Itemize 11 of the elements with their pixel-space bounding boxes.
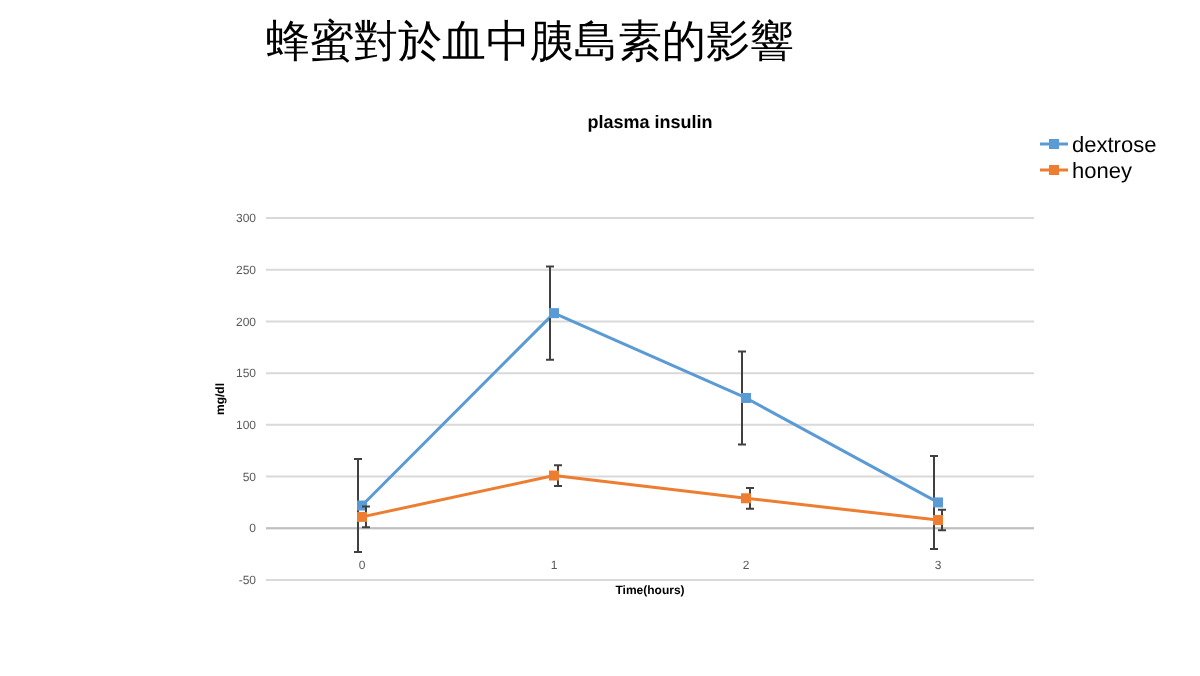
point	[933, 515, 943, 526]
chart-subtitle: plasma insulin	[587, 112, 713, 132]
legend-label: dextrose	[1072, 133, 1157, 158]
point	[933, 497, 943, 508]
legend-label: honey	[1072, 159, 1133, 184]
point	[357, 511, 367, 522]
chart-title: 蜂蜜對於血中胰島素的影響	[266, 18, 794, 68]
point	[549, 308, 559, 319]
point	[549, 470, 559, 481]
point	[741, 392, 751, 403]
point	[741, 493, 751, 504]
